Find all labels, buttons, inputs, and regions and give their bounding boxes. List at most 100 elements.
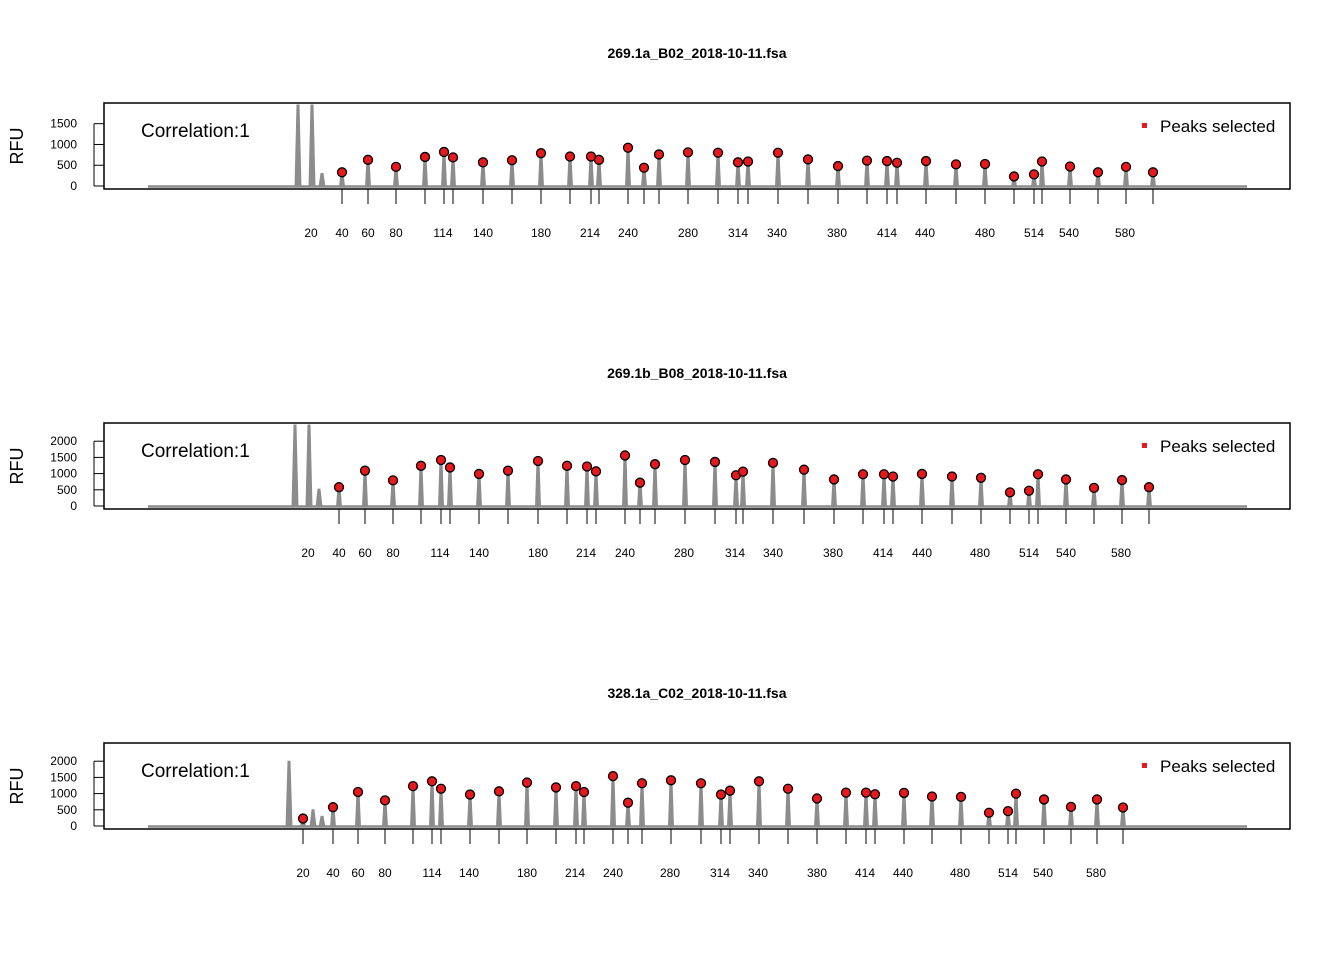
peak-trace (504, 470, 512, 508)
x-tick-label: 514 (1019, 546, 1039, 560)
legend-marker (1142, 123, 1147, 128)
peak-marker (502, 465, 514, 476)
x-tick-label: 240 (618, 226, 638, 240)
chart-title: 269.1a_B02_2018-10-11.fsa (607, 45, 786, 61)
peak-trace (609, 775, 617, 828)
peak-marker (521, 777, 533, 788)
x-tick-label: 20 (304, 226, 318, 240)
peak-trace (638, 782, 646, 828)
peak-marker (742, 156, 754, 167)
peak-marker (1036, 156, 1048, 167)
x-tick-label: 114 (422, 866, 441, 880)
peak-marker (887, 471, 899, 482)
peak-marker (493, 786, 505, 797)
peak-marker (811, 793, 823, 804)
peak-trace (572, 785, 580, 828)
y-tick-label: 500 (57, 483, 77, 497)
peak-marker (869, 789, 881, 800)
peak-trace (667, 779, 675, 828)
peak-marker (878, 469, 890, 480)
peak-trace (428, 780, 436, 828)
x-tick-label: 60 (351, 866, 365, 880)
peak-marker (634, 477, 646, 488)
correlation-annotation: Correlation:1 (141, 441, 250, 462)
x-tick-label: 380 (823, 546, 843, 560)
peak-marker (607, 770, 619, 782)
peak-marker (767, 457, 779, 469)
y-tick-label: 1000 (50, 467, 77, 481)
peak-marker (1002, 805, 1014, 817)
y-tick-label: 2000 (50, 434, 77, 448)
peak-trace (417, 465, 425, 508)
peak-marker (1120, 161, 1132, 173)
peak-marker (1038, 794, 1050, 805)
peak-trace (621, 454, 629, 508)
x-tick-label: 480 (975, 226, 995, 240)
peak-marker (1060, 474, 1072, 485)
y-tick-label: 1500 (50, 117, 77, 131)
peak-marker (1116, 474, 1128, 486)
x-tick-label: 140 (469, 546, 489, 560)
peak-marker (828, 474, 840, 485)
x-tick-label: 214 (565, 866, 585, 880)
peak-marker (983, 807, 995, 818)
y-axis-label: RFU (7, 448, 27, 485)
peak-marker (1143, 482, 1155, 493)
peak-trace (552, 786, 560, 828)
plot-frame (103, 422, 1291, 510)
peak-marker (1008, 171, 1020, 182)
x-tick-label: 20 (301, 546, 315, 560)
x-tick-label: 20 (296, 866, 310, 880)
peak-marker (473, 468, 485, 480)
peak-marker (1091, 794, 1103, 805)
peak-trace (592, 470, 600, 508)
peak-marker (435, 783, 447, 794)
peak-marker (638, 162, 650, 173)
peak-marker (798, 464, 810, 475)
peak-marker (1023, 485, 1035, 496)
peak-trace (354, 791, 362, 828)
peak-trace (580, 791, 588, 828)
x-tick-label: 140 (473, 226, 493, 240)
x-tick-label: 180 (517, 866, 537, 880)
legend-label: Peaks selected (1160, 757, 1275, 776)
y-tick-label: 1500 (50, 770, 77, 784)
peak-marker (946, 471, 958, 482)
peak-marker (1010, 788, 1022, 799)
x-tick-label: 414 (855, 866, 875, 880)
legend-label: Peaks selected (1160, 437, 1275, 456)
peak-marker (622, 142, 634, 153)
peak-marker (419, 151, 431, 163)
y-axis-label: RFU (7, 768, 27, 805)
peak-marker (444, 462, 456, 473)
x-tick-label: 440 (893, 866, 913, 880)
x-tick-label: 480 (950, 866, 970, 880)
y-tick-label: 1000 (50, 787, 77, 801)
peak-trace (409, 785, 417, 828)
peak-marker (387, 475, 399, 486)
peak-marker (732, 157, 744, 168)
peak-marker (926, 791, 938, 802)
x-tick-label: 380 (807, 866, 827, 880)
peak-marker (352, 786, 364, 798)
x-tick-label: 314 (710, 866, 730, 880)
peak-trace (726, 790, 734, 828)
peak-trace (769, 462, 777, 508)
peak-marker (590, 466, 602, 477)
peak-marker (379, 795, 391, 806)
peak-trace (784, 788, 792, 828)
peak-marker (1092, 167, 1104, 178)
peak-marker (860, 787, 872, 798)
peak-marker (712, 147, 724, 158)
peak-trace (624, 147, 632, 188)
x-tick-label: 380 (827, 226, 847, 240)
peak-trace (523, 782, 531, 828)
peak-marker (362, 154, 374, 165)
peak-marker (802, 154, 814, 165)
peak-marker (653, 149, 665, 160)
x-tick-label: 480 (970, 546, 990, 560)
primer-peak (315, 488, 323, 508)
peak-trace (563, 465, 571, 508)
peak-trace (446, 466, 454, 508)
peak-marker (619, 450, 631, 461)
